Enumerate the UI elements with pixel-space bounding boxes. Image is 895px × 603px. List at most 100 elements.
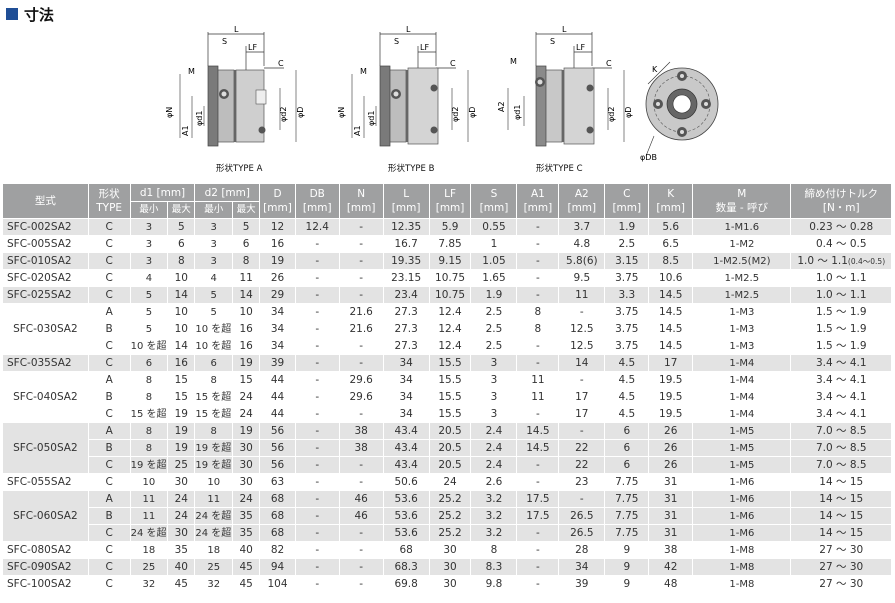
header-type-line1: 形状: [98, 188, 120, 200]
cell-d2max: 45: [232, 575, 261, 593]
diagram-front-view: K φDB: [640, 61, 719, 162]
cell-c: 7.75: [604, 490, 650, 508]
cell-k: 17: [648, 354, 694, 372]
cell-model: SFC-050SA2: [2, 422, 89, 474]
cell-a1: -: [516, 575, 560, 593]
cell-d1max: 10: [167, 320, 196, 338]
cell-d2max: 40: [232, 541, 261, 559]
cell-n: -: [338, 456, 384, 474]
cell-t: 27 ～ 30: [790, 575, 892, 593]
cell-n: 46: [338, 490, 384, 508]
cell-d1min: 3: [129, 252, 169, 270]
cell-d1min: 8: [129, 388, 169, 406]
cell-d1max: 24: [167, 490, 196, 508]
cell-d: 12: [259, 218, 296, 236]
cell-d1max: 8: [167, 252, 196, 270]
cell-a2: -: [558, 422, 606, 440]
label-d: φD: [624, 107, 633, 118]
cell-d2min: 24 を超え: [194, 524, 234, 542]
cell-s: 9.8: [470, 575, 518, 593]
label-l: L: [406, 26, 411, 34]
cell-d: 44: [259, 371, 296, 389]
heading-square-icon: [6, 8, 18, 20]
cell-model: SFC-100SA2: [2, 575, 89, 593]
cell-k: 14.5: [648, 286, 694, 304]
header-unit: [mm]: [263, 202, 292, 214]
cell-d1max: 24: [167, 507, 196, 525]
cell-type: C: [87, 405, 131, 423]
cell-s: 1.05: [470, 252, 518, 270]
label-d: φD: [296, 107, 305, 118]
cell-d1max: 6: [167, 235, 196, 253]
cell-c: 7.75: [604, 473, 650, 491]
cell-m: 1-M4: [692, 388, 792, 406]
cell-l: 27.3: [382, 303, 430, 321]
cell-a1: 11: [516, 371, 560, 389]
cell-n: -: [338, 235, 384, 253]
cell-n: -: [338, 524, 384, 542]
cell-type: C: [87, 252, 131, 270]
cell-s: 2.4: [470, 456, 518, 474]
cell-s: 2.4: [470, 439, 518, 457]
cell-model: SFC-080SA2: [2, 541, 89, 559]
cell-d2min: 11: [194, 490, 234, 508]
cell-a1: -: [516, 286, 560, 304]
cell-d1max: 16: [167, 354, 196, 372]
cell-m: 1-M8: [692, 575, 792, 593]
cell-type: C: [87, 575, 131, 593]
cell-t: 0.23 ～ 0.28: [790, 218, 892, 236]
cell-t: 3.4 ～ 4.1: [790, 388, 892, 406]
cell-d: 34: [259, 320, 296, 338]
cell-m: 1-M2.5: [692, 286, 792, 304]
cell-type: B: [87, 388, 131, 406]
cell-lf: 9.15: [428, 252, 472, 270]
cell-a1: -: [516, 337, 560, 355]
cell-d1min: 5: [129, 303, 169, 321]
cell-lf: 7.85: [428, 235, 472, 253]
cell-t: 14 ～ 15: [790, 490, 892, 508]
cell-model: SFC-025SA2: [2, 286, 89, 304]
cell-a1: -: [516, 354, 560, 372]
label-lf: LF: [576, 43, 585, 52]
label-c: C: [606, 59, 612, 68]
cell-n: -: [338, 575, 384, 593]
cell-lf: 30: [428, 541, 472, 559]
cell-k: 19.5: [648, 405, 694, 423]
cell-l: 50.6: [382, 473, 430, 491]
cell-d1min: 19 を超え: [129, 456, 169, 474]
cell-k: 14.5: [648, 303, 694, 321]
table-row: SFC-002SA2 C 3 5 3 5 12 12.4-12.35 5.9 0.55-3.7 1.…: [2, 218, 892, 236]
cell-l: 34: [382, 405, 430, 423]
cell-l: 23.15: [382, 269, 430, 287]
cell-s: 1: [470, 235, 518, 253]
cell-d: 68: [259, 507, 296, 525]
cell-a2: -: [558, 490, 606, 508]
table-row: SFC-030SA2 A 5 10 5 10 34-21.6 27.3 12.4 2.5 8-3.7…: [2, 303, 892, 355]
cell-c: 4.5: [604, 371, 650, 389]
cell-t: 1.0 ～ 1.1: [790, 269, 892, 287]
cell-db: -: [294, 422, 340, 440]
cell-lf: 12.4: [428, 337, 472, 355]
label-d2: φd2: [451, 107, 460, 122]
cell-db: -: [294, 269, 340, 287]
cell-d1min: 10: [129, 473, 169, 491]
table-row: SFC-035SA2 C 6 16 6 19 39- -34 15.5 3-14 4.5 17 1-M4…: [2, 354, 892, 372]
cell-a2: 22: [558, 456, 606, 474]
cell-a2: 11: [558, 286, 606, 304]
cell-db: -: [294, 235, 340, 253]
cell-c: 3.3: [604, 286, 650, 304]
table-row: SFC-100SA2 C 32 45 32 45 104- -69.8 30 9.8-39 9 48 1…: [2, 575, 892, 593]
label-d2: φd2: [279, 107, 288, 122]
table-row: C10 を超え1410 を超え1634--27.312.42.5-12.53.7…: [3, 337, 892, 355]
cell-d2max: 10: [232, 303, 261, 321]
cell-d2max: 35: [232, 524, 261, 542]
cell-d2min: 24 を超え: [194, 507, 234, 525]
cell-db: -: [294, 337, 340, 355]
cell-a1: -: [516, 218, 560, 236]
cell-m: 1-M6: [692, 524, 792, 542]
cell-d2min: 3: [194, 218, 234, 236]
cell-m: 1-M2.5: [692, 269, 792, 287]
cell-d1max: 14: [167, 286, 196, 304]
cell-l: 34: [382, 354, 430, 372]
